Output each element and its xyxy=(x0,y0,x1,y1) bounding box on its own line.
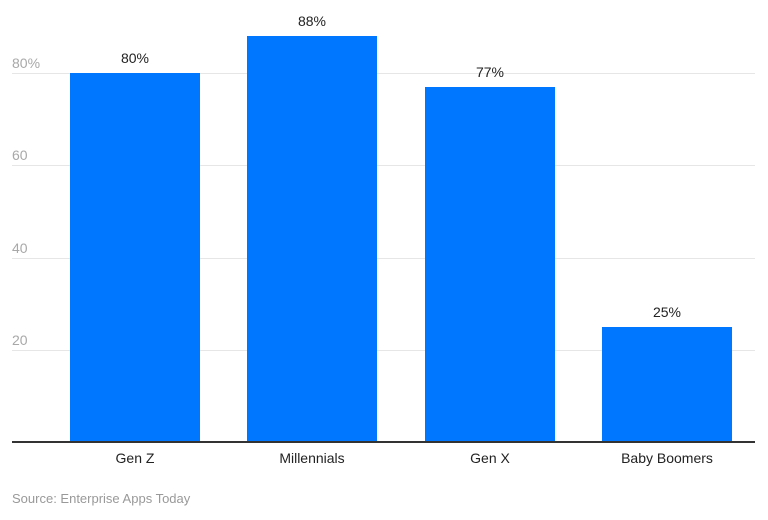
x-tick-label: Gen Z xyxy=(115,450,155,466)
value-label: 77% xyxy=(475,64,505,80)
bar-baby-boomers xyxy=(602,327,732,442)
y-tick-80: 80% xyxy=(12,55,41,71)
y-tick-40: 40 xyxy=(12,240,28,256)
bar-gen-z xyxy=(70,73,200,442)
y-tick-20: 20 xyxy=(12,332,28,348)
x-tick-label: Millennials xyxy=(279,450,345,466)
x-tick-label: Baby Boomers xyxy=(621,450,713,466)
gridline-40 xyxy=(12,258,755,259)
bar-millennials xyxy=(247,36,377,442)
value-label: 88% xyxy=(297,13,327,29)
gridline-80 xyxy=(12,73,755,74)
gridline-20 xyxy=(12,350,755,351)
gridline-60 xyxy=(12,165,755,166)
value-label: 25% xyxy=(652,304,682,320)
x-tick-label: Gen X xyxy=(470,450,510,466)
x-axis-line xyxy=(12,441,755,443)
y-tick-60: 60 xyxy=(12,147,28,163)
value-label: 80% xyxy=(120,50,150,66)
source-note: Source: Enterprise Apps Today xyxy=(12,491,191,506)
bar-gen-x xyxy=(425,87,555,442)
